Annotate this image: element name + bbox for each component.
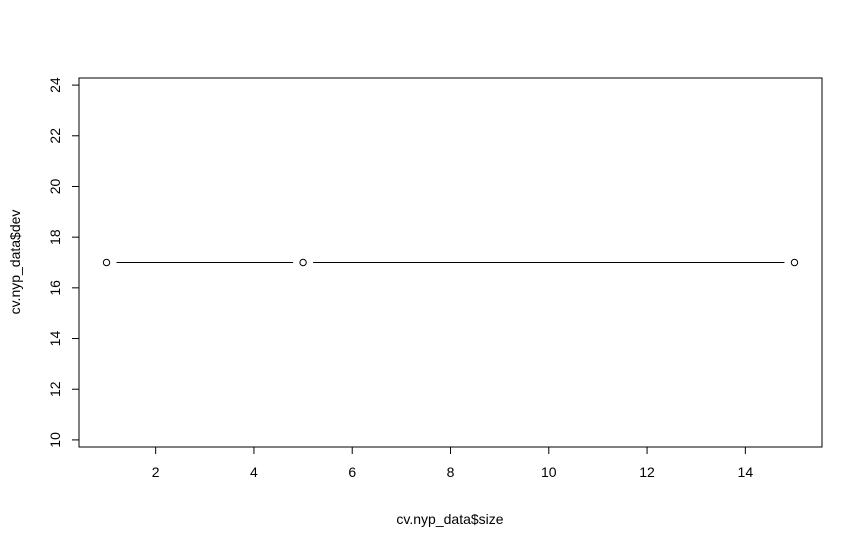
y-tick-label: 24: [47, 77, 63, 93]
data-point: [790, 258, 799, 267]
y-tick-label: 20: [47, 178, 63, 194]
y-tick-label: 10: [47, 432, 63, 448]
x-tick-label: 4: [250, 464, 258, 480]
y-tick-label: 16: [47, 280, 63, 296]
y-tick-label: 12: [47, 381, 63, 397]
y-tick-label: 18: [47, 229, 63, 245]
y-axis-label: cv.nyp_data$dev: [7, 210, 23, 315]
x-tick-label: 6: [348, 464, 356, 480]
x-axis-label: cv.nyp_data$size: [396, 511, 503, 527]
x-tick-label: 8: [447, 464, 455, 480]
x-tick-label: 12: [639, 464, 655, 480]
series-line: [102, 258, 799, 267]
x-tick-label: 10: [541, 464, 557, 480]
y-tick-label: 14: [47, 331, 63, 347]
data-point: [102, 258, 111, 267]
y-axis: 10 12 14 16 18 20 22 24: [47, 77, 80, 448]
x-tick-label: 14: [738, 464, 754, 480]
data-point: [299, 258, 307, 267]
x-tick-label: 2: [152, 464, 160, 480]
x-axis: 2 4 6 8 10 12 14: [152, 446, 754, 480]
y-tick-label: 22: [47, 128, 63, 144]
